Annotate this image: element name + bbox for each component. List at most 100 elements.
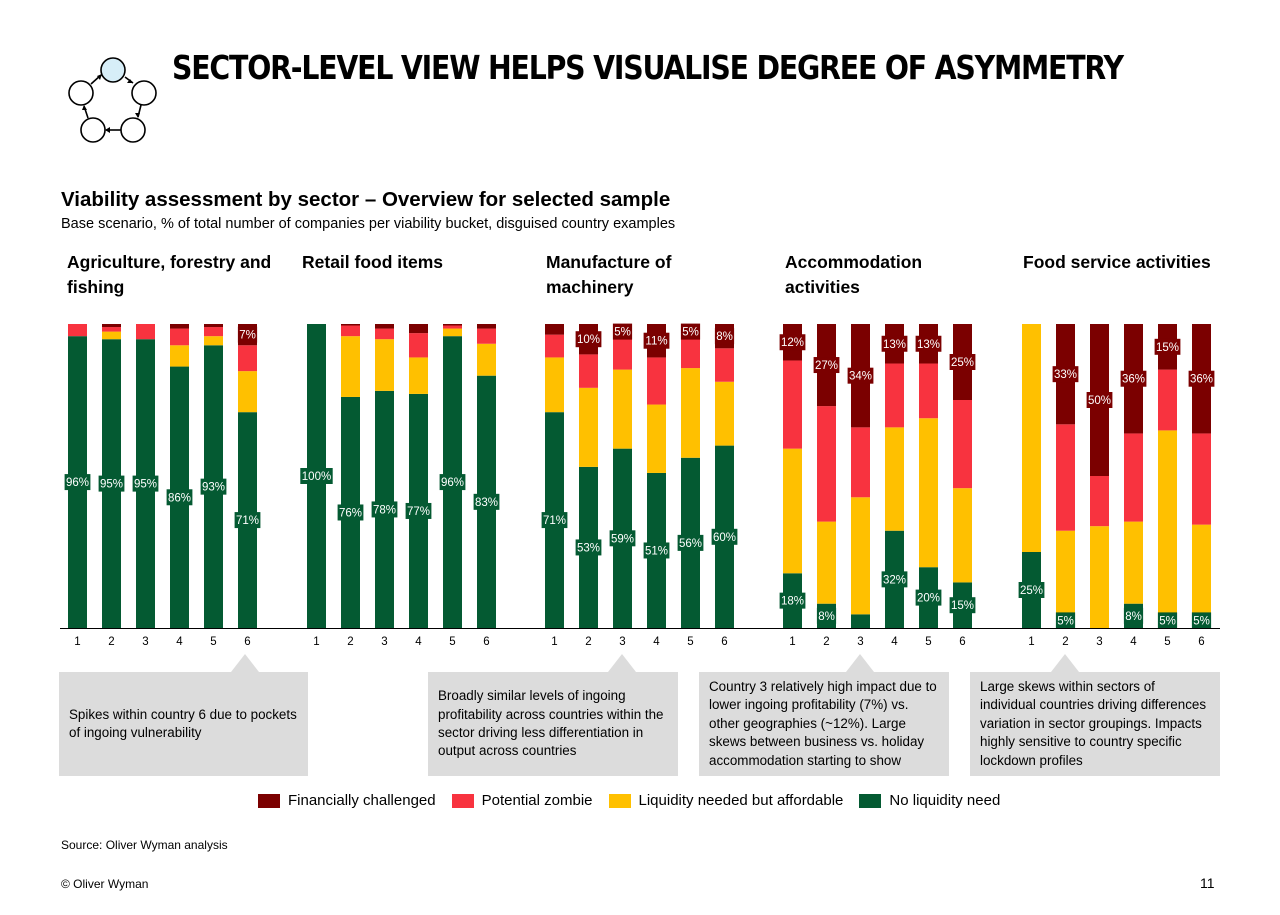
bar-segment-liquidity-needed (204, 336, 223, 346)
data-label: 11% (643, 332, 670, 349)
data-label-text: 96% (66, 477, 89, 489)
data-label-bg (1018, 582, 1045, 598)
bar-segment-financially-challenged (409, 324, 428, 334)
data-label: 77% (405, 502, 432, 519)
data-label: 5% (680, 323, 701, 340)
data-label-bg (1191, 612, 1212, 629)
bar-segment-potential-zombie (375, 328, 394, 340)
data-label-bg (949, 597, 976, 614)
x-tick-label: 2 (585, 636, 591, 648)
sector-title-accommodation: Accommodation activities (785, 252, 923, 297)
bar-segment-potential-zombie (579, 354, 598, 388)
data-label-text: 95% (134, 479, 157, 491)
data-label-bg (881, 335, 908, 352)
data-label-text: 76% (339, 507, 362, 519)
legend-swatch (608, 793, 631, 808)
data-label-bg (816, 607, 837, 624)
data-label: 7% (237, 326, 258, 343)
data-label-text: 13% (883, 339, 906, 351)
data-label-bg (300, 468, 333, 484)
data-label-bg (237, 326, 258, 343)
data-label-bg (677, 534, 704, 551)
data-label-text: 86% (168, 492, 191, 504)
data-label-text: 32% (883, 574, 906, 586)
data-label-text: 100% (302, 471, 331, 483)
x-tick-label: 5 (449, 636, 455, 648)
data-label-text: 5% (1193, 615, 1210, 627)
bar-segment-potential-zombie (851, 427, 870, 498)
chart-panel-2: 1 2 3 4 5 6 100% 76% 78% 77% 96% 83% (300, 324, 500, 648)
bar-segment-potential-zombie (783, 360, 802, 449)
bar-segment-potential-zombie (238, 345, 257, 372)
bar-segment-potential-zombie (1192, 433, 1211, 525)
data-label: 76% (337, 504, 364, 521)
x-tick-label: 5 (210, 636, 216, 648)
bar-segment-potential-zombie (1124, 433, 1143, 522)
data-label: 5% (1157, 612, 1178, 629)
data-label: 96% (439, 474, 466, 491)
legend-swatch (859, 793, 882, 808)
data-label-bg (1154, 338, 1181, 355)
data-label: 25% (949, 354, 976, 370)
data-label-bg (575, 539, 602, 556)
data-label-text: 77% (407, 506, 430, 518)
stacked-bar-chart: 1 2 3 4 5 6 96% 95% 95% 86% 93% 71% 7% 1 2 3 4 5 6 100% 76% 7… (60, 323, 1220, 648)
callout-accommodation: Country 3 relatively high impact due to … (699, 672, 949, 776)
data-label: 36% (1188, 370, 1215, 387)
data-label: 18% (779, 592, 806, 609)
x-tick-label: 6 (483, 636, 489, 648)
chart-panel-3: 1 2 3 4 5 6 71% 53% 59% 51% 56% 60% 10% 5% 11% 5% 8% (541, 323, 738, 648)
data-label: 95% (132, 475, 159, 492)
data-label: 96% (64, 474, 91, 491)
data-label-bg (643, 332, 670, 349)
callout-arrow-2 (608, 654, 636, 672)
data-label-bg (1055, 612, 1076, 629)
data-label: 5% (1191, 612, 1212, 629)
data-label-bg (949, 354, 976, 370)
data-label-bg (779, 334, 806, 351)
data-label-bg (405, 502, 432, 519)
callout-machinery: Broadly similar levels of ingoing profit… (428, 672, 678, 776)
data-label-text: 5% (614, 327, 631, 339)
data-label: 5% (612, 323, 633, 340)
data-label-text: 15% (951, 600, 974, 612)
bar-segment-potential-zombie (953, 400, 972, 489)
bar-segment-potential-zombie (647, 357, 666, 405)
bar-segment-liquidity-needed (341, 336, 360, 397)
source-note: Source: Oliver Wyman analysis (61, 838, 228, 852)
data-label: 71% (541, 512, 568, 529)
bar-segment-financially-challenged (375, 324, 394, 329)
legend-item-potential-zombie: Potential zombie (451, 792, 593, 809)
bar-segment-potential-zombie (204, 327, 223, 337)
bar-segment-potential-zombie (409, 333, 428, 358)
sector-title-agriculture: Agriculture, forestry and fishing (67, 252, 272, 297)
data-label-text: 8% (818, 611, 835, 623)
bar-segment-no-liquidity (851, 614, 870, 628)
x-tick-label: 4 (653, 636, 660, 648)
bar-segment-liquidity-needed (238, 371, 257, 413)
callout-text: Country 3 relatively high impact due to … (709, 678, 937, 768)
data-label-bg (881, 571, 908, 588)
x-tick-label: 3 (857, 636, 863, 648)
data-label-text: 25% (951, 357, 974, 369)
bar-segment-liquidity-needed (1022, 324, 1041, 552)
bar-segment-potential-zombie (443, 325, 462, 329)
x-tick-label: 5 (1164, 636, 1170, 648)
data-label-text: 11% (645, 336, 667, 348)
bar-segment-liquidity-needed (817, 521, 836, 604)
bar-segment-potential-zombie (136, 324, 155, 340)
data-label: 51% (643, 542, 670, 559)
copyright: © Oliver Wyman (61, 877, 149, 891)
data-label: 13% (881, 335, 908, 352)
data-label: 50% (1086, 392, 1113, 408)
data-label-bg (439, 474, 466, 491)
bar-segment-liquidity-needed (715, 381, 734, 446)
x-tick-label: 6 (721, 636, 727, 648)
bar-segment-liquidity-needed (170, 345, 189, 367)
data-label: 10% (575, 331, 602, 348)
data-label-bg (1052, 366, 1079, 383)
bar-segment-financially-challenged (102, 324, 121, 328)
data-label: 20% (915, 589, 942, 606)
bar-segment-potential-zombie (919, 363, 938, 419)
data-label-bg (714, 328, 735, 345)
